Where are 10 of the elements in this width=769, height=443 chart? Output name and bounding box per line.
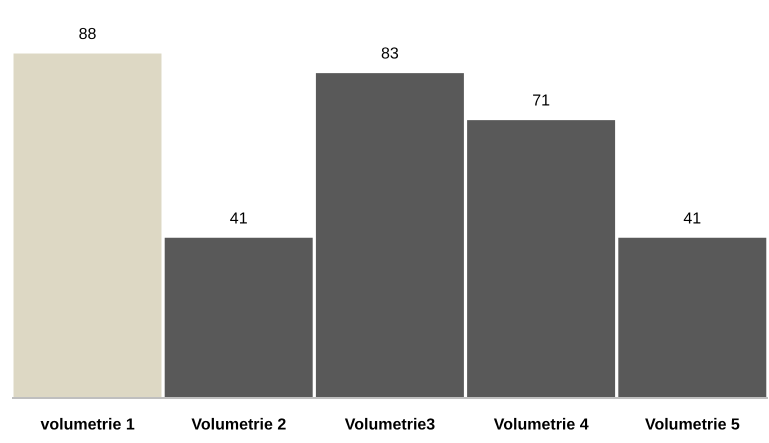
data-label: 88 [78, 26, 96, 43]
x-tick-label: Volumetrie3 [344, 416, 436, 434]
data-label: 71 [532, 92, 550, 110]
x-tick-label: Volumetrie 5 [644, 416, 740, 434]
data-label: 41 [683, 210, 702, 228]
data-label: 41 [230, 210, 248, 228]
data-label: 83 [381, 46, 399, 63]
x-tick-label: volumetrie 1 [40, 416, 135, 434]
x-tick-label: Volumetrie 4 [494, 416, 589, 434]
x-tick-label: Volumetrie 2 [191, 416, 286, 434]
